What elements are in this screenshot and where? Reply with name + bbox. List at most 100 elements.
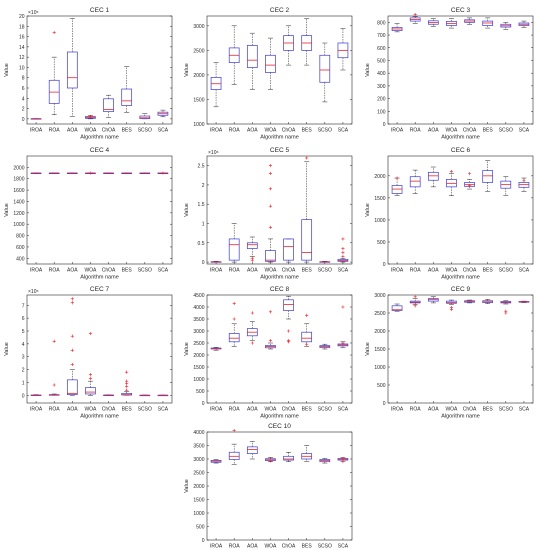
x-tick-label: ChOA [102,128,116,134]
outlier-marker [341,246,345,251]
outlier-marker [268,459,273,463]
axes-frame [206,155,353,265]
y-tick-label: 2500 [193,471,204,477]
box-choa [464,299,475,304]
y-tick-label: 3500 [193,444,204,450]
box-bes [482,17,494,29]
subplot-cec-4: CEC 4 400 600 800 1000 1200 1400 1600 1800 2000 Va… [4,147,173,281]
subplot-cec-2: CEC 2 1000 1500 2000 2500 3000 Value IROA ROA AOA… [184,7,353,141]
x-tick-label: SCA [158,128,169,134]
x-tick-label: SCSO [138,128,152,134]
y-tick-label: 2000 [13,165,24,171]
outlier-marker [250,311,254,315]
outlier-marker [52,383,56,387]
axes-frame [387,155,534,265]
subplot-title: CEC 6 [451,147,471,154]
x-tick-label: SCSO [499,128,513,134]
x-tick-label: AOA [428,407,439,413]
box-sca [337,237,349,263]
y-axis-label: Value [4,63,10,77]
box-scso [139,394,151,397]
x-tick-label: ChOA [463,268,477,274]
y-tick-label: 500 [377,383,386,389]
y-axis-label: Value [184,203,190,217]
subplot-cec-7: CEC 7 ×10⁵ 0 1 2 3 4 5 6 7 Value IROA ROA AOA WOA ChOA B… [4,286,173,420]
x-tick-label: ChOA [102,407,116,413]
y-tick-label: 2000 [193,353,204,359]
box-body [228,238,240,261]
outlier-marker [467,172,472,176]
box-body [265,250,276,262]
outlier-marker [341,460,345,464]
x-tick-label: IROA [210,544,223,550]
outlier-marker [268,339,273,343]
box-woa [446,299,457,311]
box-choa [103,172,114,175]
box-body [265,54,276,73]
box-body [246,242,258,249]
y-tick-label: 12 [19,55,25,61]
x-axis-label: Algorithm name [260,414,299,420]
y-axis-label: Value [365,203,371,217]
y-tick-label: 400 [16,256,25,262]
outlier-marker [413,12,417,17]
outlier-marker [88,331,93,336]
box-iroa [210,261,222,263]
box-bes [301,156,313,263]
y-tick-label: 0 [383,262,386,268]
y-tick-label: 0 [202,401,205,407]
box-scso [500,176,512,196]
y-tick-label: 1000 [193,122,204,128]
x-tick-label: ROA [229,407,241,413]
box-scso [139,172,151,175]
outlier-marker [286,329,291,333]
y-tick-label: 2500 [193,48,204,54]
box-bes [301,18,313,66]
box-body [66,51,78,89]
subplot-cec-3: CEC 3 0 100 200 300 400 500 600 700 800 Value IROA R… [365,7,534,141]
outlier-marker [522,178,526,182]
y-tick-label: 1000 [13,222,24,228]
outlier-marker [70,334,74,338]
box-body [228,333,240,343]
subplot-title: CEC 2 [270,7,290,14]
x-tick-label: ChOA [282,268,296,274]
x-tick-label: SCA [519,407,530,413]
box-iroa [391,303,403,312]
y-tick-label: 4 [22,342,25,348]
outlier-marker [70,348,74,352]
subplot-cec-9: CEC 9 0 500 1000 1500 2000 2500 3000 Value IROA RO… [365,286,534,420]
subplot-title: CEC 5 [270,147,290,154]
x-tick-label: BES [302,268,313,274]
outlier-marker [88,171,93,175]
y-tick-label: 0.5 [198,241,205,247]
outlier-marker [125,370,129,374]
y-tick-label: 14 [19,45,25,51]
y-axis-label: Value [184,479,190,493]
subplot-title: CEC 10 [268,423,291,430]
x-tick-label: BES [302,544,313,550]
y-tick-label: 400 [377,71,386,77]
y-tick-label: 1.5 [198,202,205,208]
outlier-marker [268,164,273,168]
outlier-marker [52,30,56,35]
outlier-marker [286,340,291,344]
x-tick-label: WOA [445,407,458,413]
x-axis-label: Algorithm name [80,135,119,141]
box-body [319,54,331,83]
box-body [391,305,403,311]
x-tick-label: WOA [84,128,97,134]
box-body [283,238,294,261]
subplot-title: CEC 7 [90,286,110,293]
box-aoa [246,441,258,460]
y-tick-label: 500 [196,389,205,395]
box-roa [409,12,421,24]
axes-frame [387,294,534,404]
box-roa [48,172,60,175]
outlier-marker [52,339,56,343]
x-tick-label: BES [483,407,494,413]
y-tick-label: 3000 [193,329,204,335]
x-tick-label: BES [122,407,133,413]
box-body [103,98,114,113]
box-sca [518,300,530,303]
